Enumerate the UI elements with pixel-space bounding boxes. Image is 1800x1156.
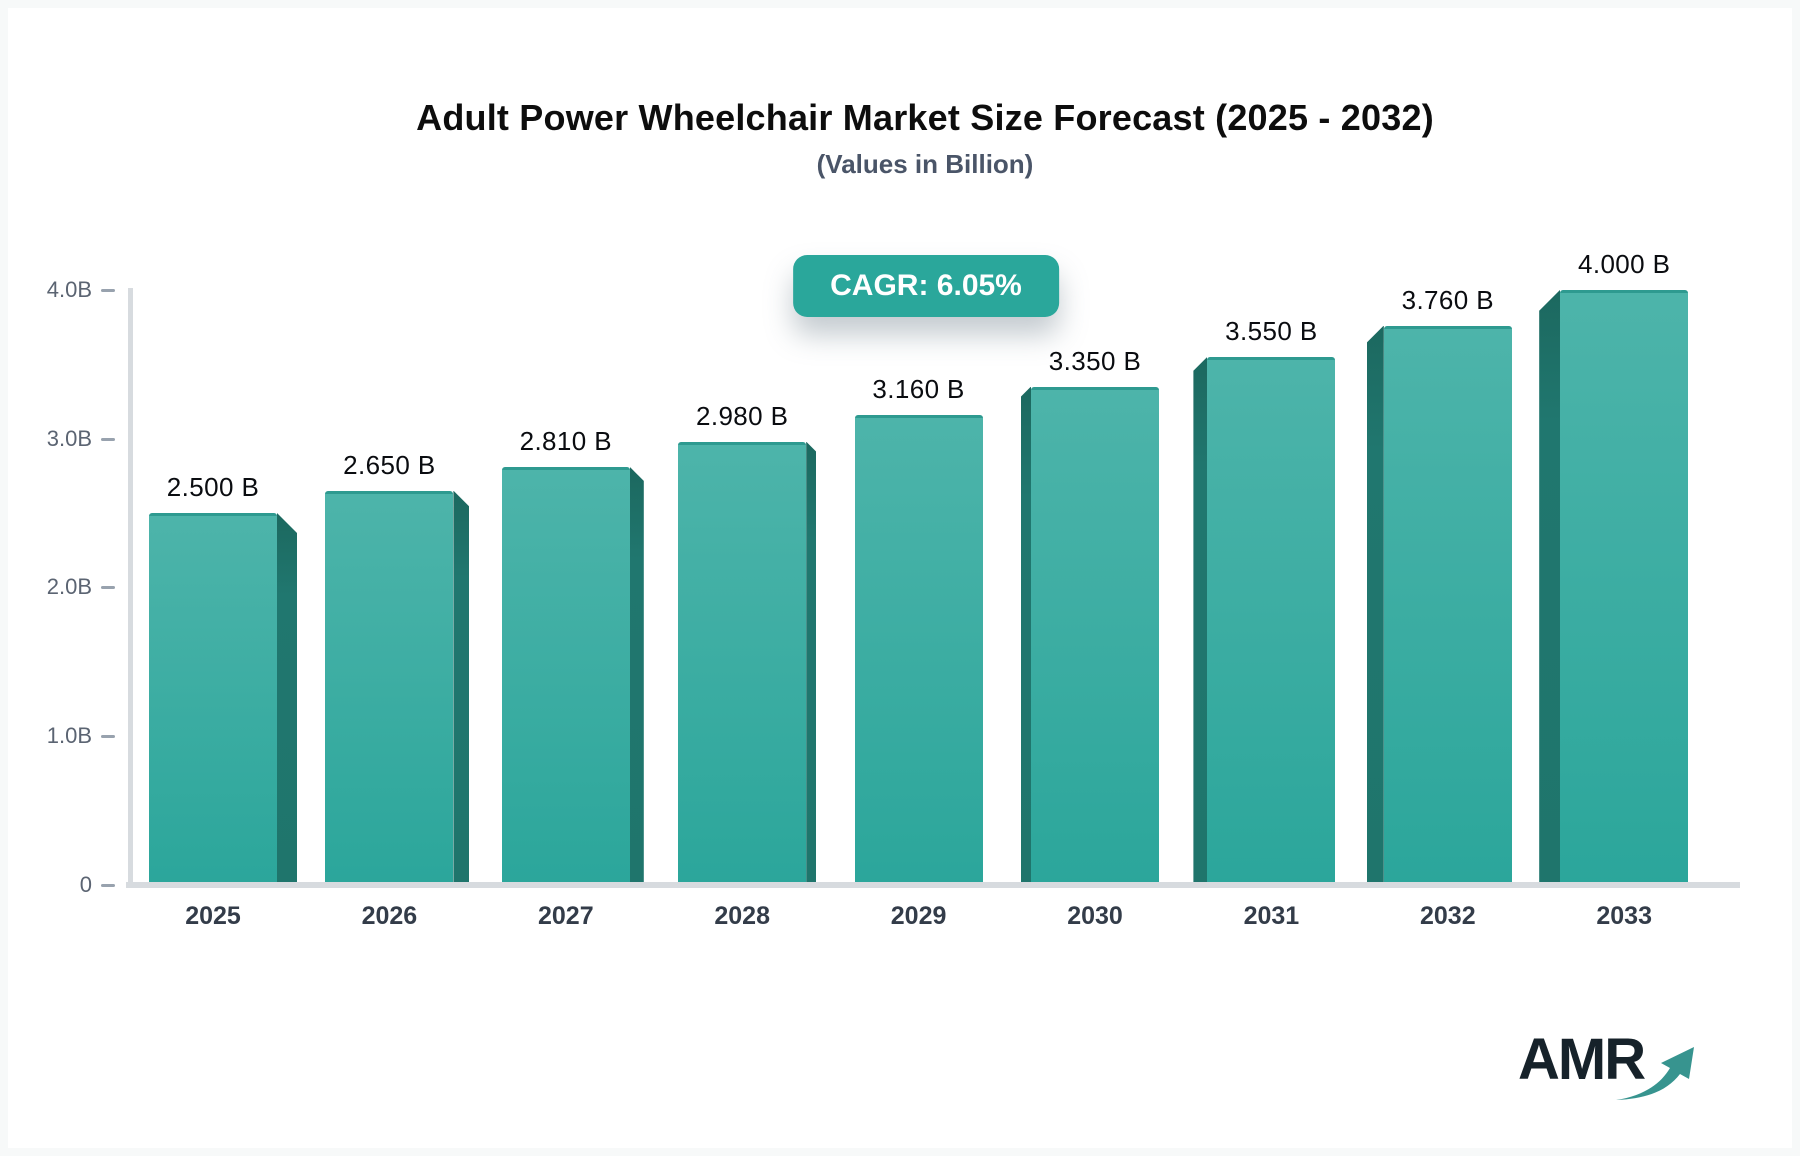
- x-category-label: 2027: [537, 902, 594, 930]
- bar-side-face: [629, 466, 644, 885]
- bar-2030: [1031, 386, 1159, 885]
- bar-side-face: [277, 513, 297, 885]
- bar-2029: [854, 414, 983, 885]
- bar-value-label: 2.650 B: [343, 449, 436, 480]
- y-tick-label: 0: [79, 872, 92, 897]
- y-tick-dash: [101, 437, 115, 441]
- y-axis-line: [128, 288, 133, 888]
- x-category-label: 2025: [185, 902, 241, 930]
- bar-value-label: 3.760 B: [1401, 284, 1495, 315]
- bar-2033: [1560, 289, 1689, 885]
- bar-value-label: 4.000 B: [1577, 248, 1671, 279]
- bar-value-label: 2.980 B: [695, 400, 789, 431]
- y-tick-dash: [101, 288, 115, 292]
- x-category-label: 2028: [714, 902, 770, 930]
- bar-value-label: 3.160 B: [872, 373, 965, 404]
- bar-2027: [501, 466, 630, 885]
- y-tick-dash: [101, 884, 115, 887]
- growth-arrow-icon: [1616, 1047, 1694, 1100]
- cagr-badge: CAGR: 6.05%: [793, 255, 1059, 317]
- y-tick-label: 3.0B: [46, 425, 92, 451]
- chart-subtitle: (Values in Billion): [816, 149, 1034, 179]
- x-category-label: 2030: [1067, 902, 1123, 930]
- y-tick-label: 4.0B: [46, 276, 92, 302]
- y-tick-label: 2.0B: [46, 574, 92, 600]
- bar-2032: [1383, 325, 1512, 885]
- bar-side-face: [1021, 386, 1031, 885]
- bar-side-face: [453, 490, 470, 885]
- chart-title: Adult Power Wheelchair Market Size Forec…: [416, 97, 1434, 138]
- brand-logo: AMR: [1518, 1026, 1728, 1116]
- bar-2026: [325, 490, 454, 885]
- bar-value-label: 2.500 B: [166, 472, 260, 502]
- x-category-label: 2033: [1596, 902, 1652, 930]
- x-category-label: 2029: [890, 902, 947, 930]
- x-category-label: 2032: [1419, 902, 1476, 930]
- bar-value-label: 3.350 B: [1048, 345, 1142, 376]
- bar-2031: [1207, 356, 1336, 885]
- x-axis-line: [126, 882, 1740, 888]
- bar-side-face: [806, 441, 817, 885]
- x-category-label: 2031: [1243, 902, 1300, 930]
- brand-logo-text: AMR: [1518, 1027, 1646, 1092]
- bar-side-face: [1366, 325, 1384, 885]
- bar-2025: [149, 513, 277, 885]
- bar-value-label: 2.810 B: [519, 425, 613, 456]
- bar-2028: [678, 441, 807, 885]
- bar-side-face: [1193, 356, 1208, 885]
- bar-value-label: 3.550 B: [1225, 315, 1318, 346]
- y-tick-dash: [101, 586, 115, 590]
- bar-side-face: [1539, 289, 1561, 885]
- y-tick-dash: [101, 735, 115, 739]
- x-category-label: 2026: [361, 902, 418, 930]
- y-tick-label: 1.0B: [46, 723, 92, 749]
